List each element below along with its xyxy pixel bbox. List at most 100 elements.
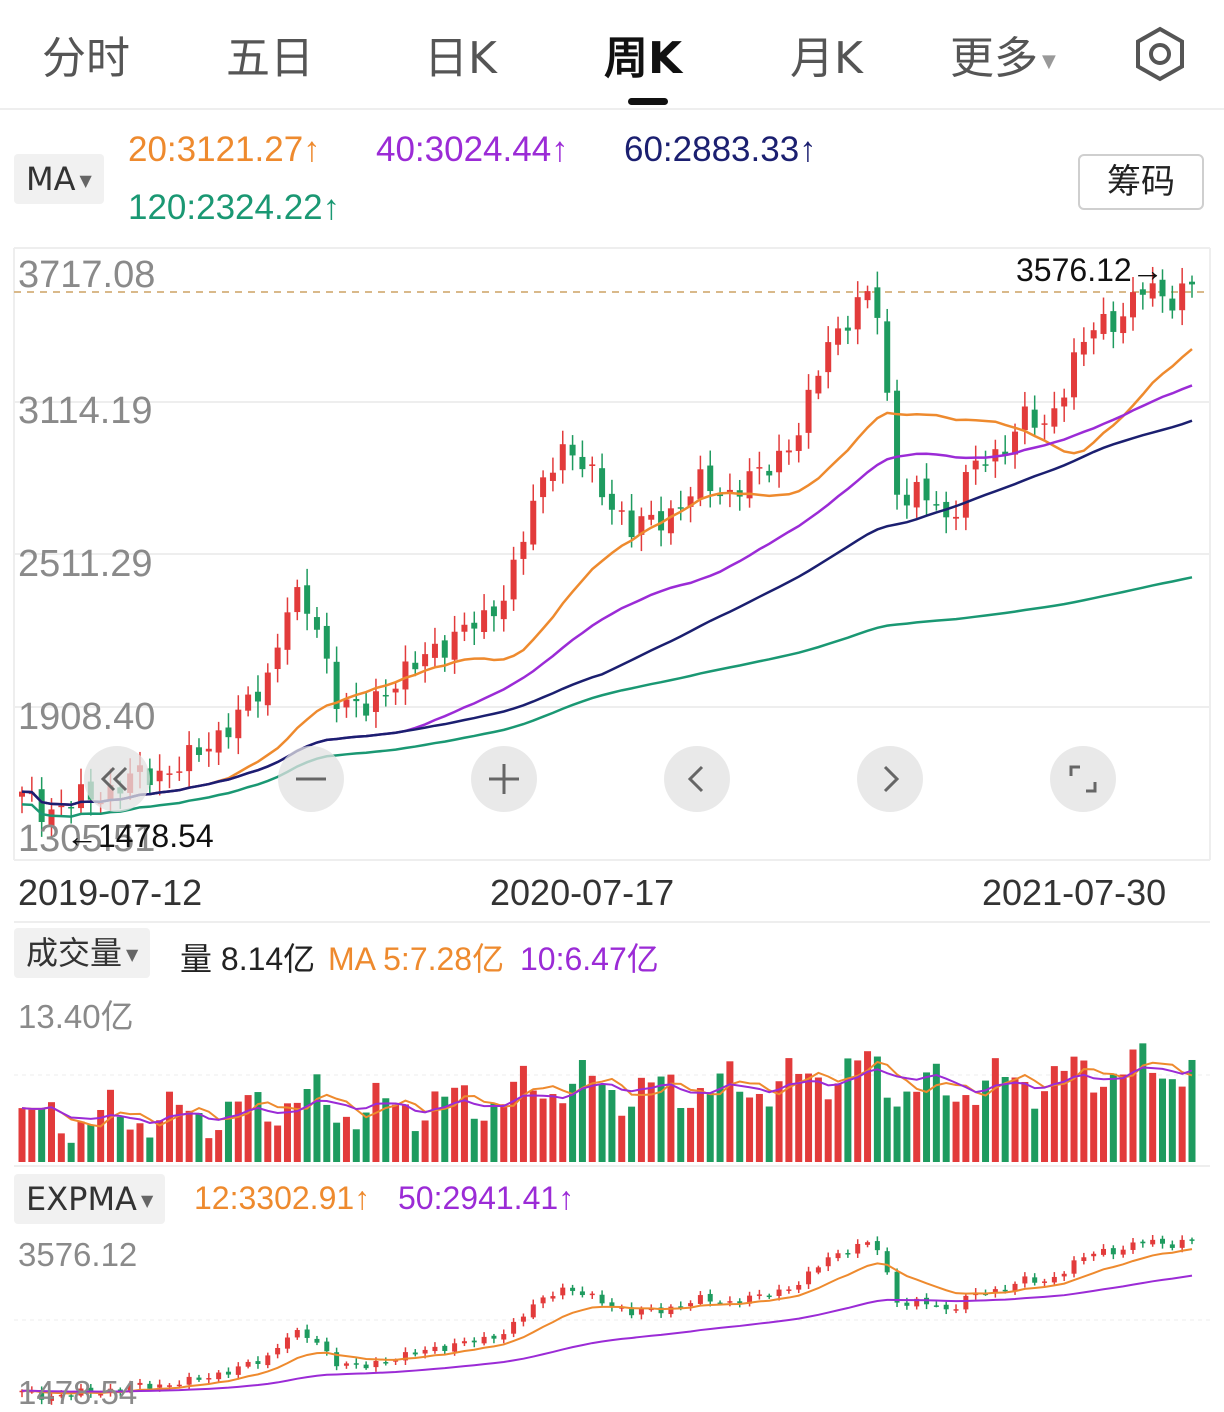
tab-more[interactable]: 更多 ▼ bbox=[950, 22, 1056, 86]
tab-monthly-k[interactable]: 月K bbox=[790, 33, 863, 84]
candle-body bbox=[38, 789, 45, 823]
volume-ma5-line bbox=[21, 1060, 1193, 1128]
volume-bar bbox=[1031, 1108, 1039, 1162]
candle-body bbox=[147, 1383, 153, 1389]
expma-selector[interactable]: EXPMA ▼ bbox=[14, 1174, 166, 1224]
active-tab-indicator bbox=[628, 98, 668, 105]
ma-selector[interactable]: MA ▼ bbox=[14, 154, 104, 204]
candle bbox=[746, 458, 753, 508]
candle-body bbox=[668, 1306, 674, 1315]
candle-body bbox=[884, 321, 891, 393]
candle bbox=[1150, 1235, 1156, 1247]
caret-down-icon: ▼ bbox=[79, 171, 92, 190]
chips-distribution-button[interactable]: 筹码 bbox=[1078, 154, 1204, 210]
candle-body bbox=[835, 1253, 841, 1259]
candle-body bbox=[1120, 1249, 1126, 1255]
candle-body bbox=[845, 1253, 851, 1255]
candle bbox=[195, 738, 202, 762]
jump-to-start-button[interactable] bbox=[84, 746, 150, 812]
candle-body bbox=[441, 640, 448, 658]
tab-weekly-k[interactable]: 周K bbox=[604, 33, 683, 84]
candle bbox=[520, 531, 527, 575]
candle bbox=[216, 1370, 222, 1383]
scroll-right-button[interactable] bbox=[857, 746, 923, 812]
tab-intraday[interactable]: 分时 bbox=[42, 33, 130, 84]
candle-body bbox=[215, 730, 222, 753]
volume-bar bbox=[264, 1121, 272, 1162]
volume-bar bbox=[362, 1112, 370, 1162]
candle-body bbox=[835, 328, 842, 345]
volume-bar bbox=[854, 1060, 862, 1162]
settings-hexagon-icon[interactable] bbox=[1132, 26, 1188, 82]
ma20-line bbox=[21, 348, 1193, 807]
ma120-line bbox=[21, 576, 1193, 818]
candle-body bbox=[156, 770, 163, 782]
volume-bar bbox=[1159, 1078, 1167, 1162]
min-price-marker: ←1478.54 bbox=[66, 818, 214, 854]
volume-bar bbox=[136, 1123, 144, 1162]
volume-bar bbox=[1011, 1077, 1019, 1162]
tab-five-day[interactable]: 五日 bbox=[226, 33, 314, 84]
candle-body bbox=[304, 585, 311, 614]
candle-body bbox=[343, 699, 350, 708]
ma60-legend: 60:2883.33↑ bbox=[624, 130, 817, 169]
volume-bar bbox=[510, 1081, 518, 1162]
candle bbox=[333, 646, 340, 723]
candle-body bbox=[1002, 451, 1009, 456]
volume-max-label: 13.40亿 bbox=[18, 998, 134, 1035]
candle bbox=[245, 686, 252, 717]
candle bbox=[1080, 327, 1087, 367]
candle-body bbox=[490, 606, 497, 617]
fullscreen-button[interactable] bbox=[1050, 746, 1116, 812]
candle-body bbox=[127, 1385, 133, 1392]
candle bbox=[1051, 391, 1058, 434]
candle bbox=[815, 1265, 821, 1275]
scroll-left-button[interactable] bbox=[664, 746, 730, 812]
candle-body bbox=[864, 291, 871, 301]
candle-body bbox=[58, 805, 65, 808]
volume-bar bbox=[608, 1090, 616, 1162]
candle-body bbox=[205, 748, 212, 752]
volume-bar bbox=[824, 1099, 832, 1162]
candle-body bbox=[481, 610, 488, 633]
candle-body bbox=[363, 1364, 369, 1369]
volume-ma5-legend: MA 5:7.28亿 bbox=[328, 941, 505, 977]
candle-body bbox=[530, 500, 537, 545]
candle-body bbox=[412, 662, 419, 670]
volume-bar bbox=[805, 1073, 813, 1162]
zoom-out-button[interactable] bbox=[278, 746, 344, 812]
candle-body bbox=[1021, 406, 1028, 431]
volume-bar bbox=[1100, 1086, 1108, 1162]
candle-body bbox=[854, 297, 861, 330]
volume-bar bbox=[972, 1104, 980, 1162]
candle-body bbox=[963, 1295, 969, 1310]
candle-body bbox=[1051, 408, 1058, 427]
volume-bar bbox=[696, 1088, 704, 1162]
candle bbox=[274, 633, 281, 683]
candle-body bbox=[442, 1345, 448, 1351]
zoom-in-button[interactable] bbox=[471, 746, 537, 812]
volume-bar bbox=[569, 1083, 577, 1162]
volume-selector[interactable]: 成交量 ▼ bbox=[14, 928, 151, 978]
candle-body bbox=[903, 494, 910, 506]
volume-bar bbox=[156, 1120, 164, 1162]
candle bbox=[972, 445, 979, 485]
volume-bar bbox=[500, 1104, 508, 1162]
candle bbox=[294, 1327, 300, 1340]
candle-body bbox=[756, 467, 763, 469]
volume-bar bbox=[116, 1116, 124, 1162]
candle bbox=[549, 457, 556, 492]
candle bbox=[176, 756, 183, 781]
candle-body bbox=[795, 435, 802, 451]
candle bbox=[628, 494, 635, 548]
candle bbox=[737, 1298, 743, 1308]
volume-bar bbox=[667, 1074, 675, 1162]
candle bbox=[1061, 1271, 1067, 1282]
candle-body bbox=[216, 1372, 222, 1380]
candle bbox=[1140, 1239, 1146, 1248]
volume-bar bbox=[352, 1129, 360, 1162]
tab-daily-k[interactable]: 日K bbox=[424, 33, 497, 84]
volume-bar bbox=[775, 1081, 783, 1162]
candle bbox=[412, 651, 419, 677]
candle-body bbox=[225, 727, 232, 738]
